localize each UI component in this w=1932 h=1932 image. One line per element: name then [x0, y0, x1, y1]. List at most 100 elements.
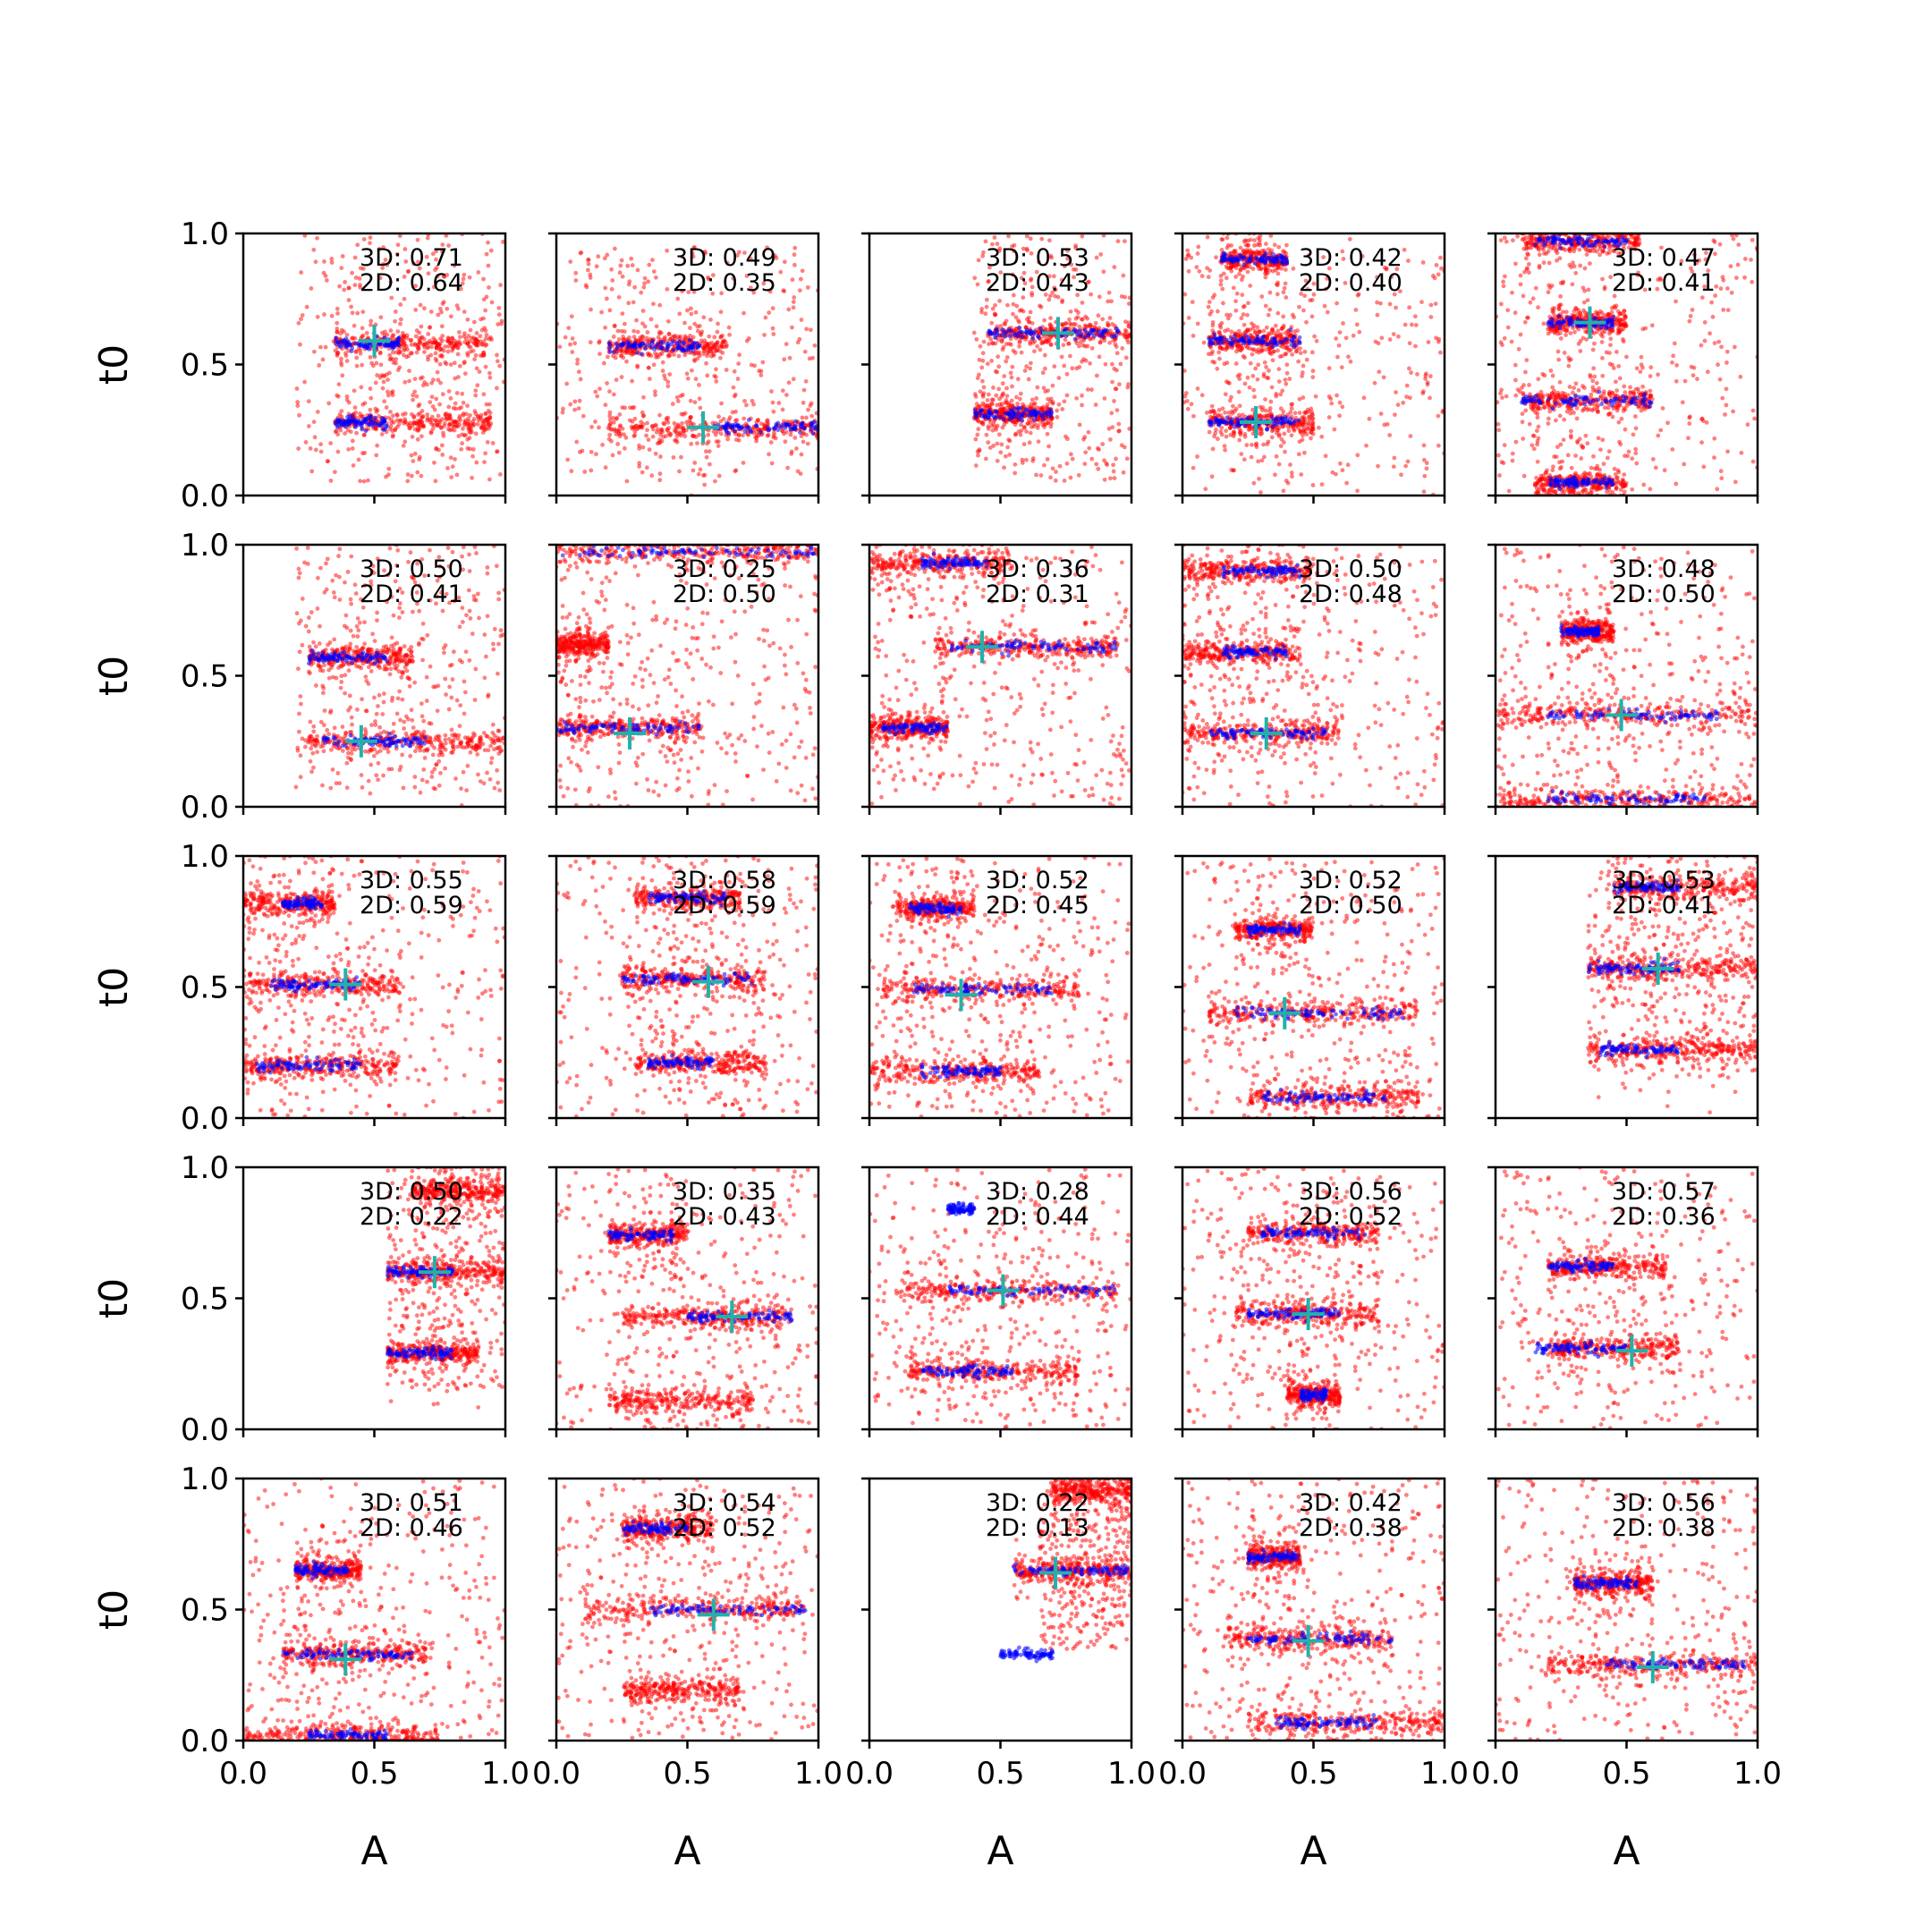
sample-point — [1262, 360, 1267, 365]
sample-point — [487, 375, 493, 380]
sample-point — [299, 317, 303, 322]
sample-point — [460, 441, 464, 446]
sample-point — [1222, 361, 1227, 367]
sample-point — [643, 346, 648, 352]
sample-point — [377, 375, 383, 380]
sample-point — [979, 309, 984, 315]
sample-point — [1219, 248, 1224, 252]
sample-point — [1064, 461, 1070, 466]
sample-point — [597, 425, 601, 430]
sample-point — [375, 443, 380, 448]
sample-point — [716, 473, 722, 479]
sample-point — [339, 339, 344, 343]
sample-point — [645, 428, 649, 433]
sample-point — [1406, 366, 1411, 371]
sample-point — [772, 430, 776, 436]
sample-point — [1343, 281, 1348, 285]
sample-point — [1309, 406, 1314, 411]
sample-point — [382, 399, 387, 404]
sample-point — [1244, 443, 1250, 448]
sample-point — [672, 420, 677, 426]
sample-point — [343, 353, 349, 359]
sample-point — [1109, 361, 1114, 367]
sample-point — [998, 270, 1004, 275]
sample-point — [1228, 340, 1233, 345]
sample-point — [704, 343, 709, 349]
sample-point — [697, 323, 702, 328]
sample-point — [1259, 249, 1265, 253]
sample-point — [985, 361, 990, 367]
sample-point — [1220, 340, 1225, 345]
sample-point — [389, 295, 394, 301]
sample-point — [790, 277, 795, 283]
sample-point — [672, 352, 677, 357]
sample-point — [445, 335, 451, 341]
sample-point — [1102, 477, 1107, 482]
sample-point — [1284, 381, 1289, 386]
sample-point — [335, 350, 340, 355]
sample-point — [339, 327, 344, 333]
sample-point — [974, 336, 979, 342]
sample-point — [1224, 337, 1229, 343]
sample-point — [1029, 405, 1034, 410]
sample-point — [481, 276, 486, 282]
sample-point — [987, 404, 992, 410]
sample-point — [614, 432, 619, 436]
sample-point — [1275, 280, 1281, 285]
sample-point — [436, 312, 441, 318]
sample-point — [312, 435, 318, 440]
sample-point — [712, 335, 717, 340]
sample-point — [1053, 293, 1057, 299]
sample-point — [1046, 444, 1051, 449]
sample-point — [1420, 389, 1426, 394]
sample-point — [1372, 380, 1377, 386]
sample-point — [1077, 328, 1082, 334]
sample-point — [618, 423, 623, 428]
sample-point — [1065, 248, 1071, 253]
sample-point — [388, 280, 394, 284]
sample-point — [1261, 442, 1266, 447]
sample-point — [487, 402, 492, 407]
sample-point — [1258, 349, 1264, 354]
sample-point — [657, 440, 663, 445]
sample-point — [340, 373, 345, 378]
sample-point — [794, 446, 799, 451]
sample-point — [318, 442, 324, 447]
sample-point — [1220, 286, 1225, 292]
sample-point — [1080, 402, 1084, 408]
sample-point — [1020, 335, 1025, 340]
sample-point — [1251, 347, 1257, 352]
sample-point — [686, 290, 691, 294]
sample-point — [433, 479, 438, 484]
sample-point — [685, 308, 690, 313]
sample-point — [784, 429, 789, 435]
sample-point — [1272, 340, 1277, 345]
sample-point — [620, 405, 625, 410]
sample-point — [426, 271, 431, 276]
sample-point — [318, 449, 324, 454]
sample-point — [1213, 430, 1218, 436]
sample-point — [416, 428, 421, 433]
sample-point — [1394, 267, 1400, 272]
sample-point — [665, 428, 670, 433]
sample-point — [1031, 424, 1037, 429]
sample-point — [1248, 327, 1253, 332]
sample-point — [1240, 346, 1245, 352]
sample-point — [1114, 351, 1120, 356]
sample-point — [1124, 456, 1130, 462]
sample-point — [1297, 396, 1302, 402]
sample-point — [1089, 346, 1095, 351]
sample-point — [352, 255, 358, 260]
sample-point — [412, 377, 418, 382]
sample-point — [1295, 426, 1301, 430]
sample-point — [661, 420, 666, 426]
sample-point — [1118, 361, 1123, 367]
sample-point — [298, 342, 302, 347]
sample-point — [317, 363, 322, 368]
sample-point — [1265, 335, 1270, 340]
sample-point — [413, 334, 419, 339]
sample-point — [1210, 341, 1216, 346]
sample-point — [1107, 316, 1113, 320]
sample-point — [635, 363, 640, 369]
sample-point — [1252, 394, 1257, 400]
